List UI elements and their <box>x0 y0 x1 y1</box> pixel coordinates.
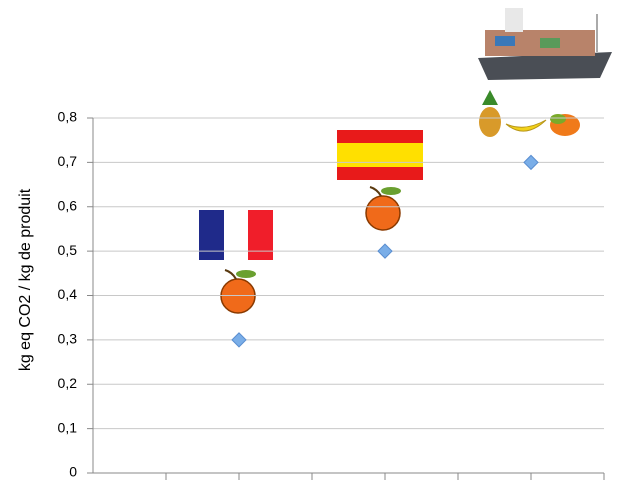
french-flag <box>199 210 273 260</box>
marker <box>231 332 247 348</box>
y-tick-label: 0,8 <box>58 109 78 125</box>
y-tick-label: 0 <box>69 464 77 480</box>
y-tick-label: 0,4 <box>58 286 78 302</box>
y-axis-label: kg eq CO2 / kg de produit <box>17 188 34 371</box>
marker <box>377 243 393 259</box>
y-tick-label: 0,3 <box>58 331 78 347</box>
spanish-flag <box>337 130 423 180</box>
ship-icon <box>478 8 612 80</box>
marker <box>523 154 539 171</box>
y-tick-label: 0,6 <box>58 197 78 213</box>
y-tick-label: 0,7 <box>58 153 78 169</box>
peach-icon <box>220 269 256 314</box>
y-tick-label: 0,5 <box>58 242 78 258</box>
y-tick-label: 0,1 <box>58 419 78 435</box>
fruit-icons <box>479 90 580 137</box>
peach-icon <box>365 186 401 231</box>
y-tick-label: 0,2 <box>58 375 78 391</box>
